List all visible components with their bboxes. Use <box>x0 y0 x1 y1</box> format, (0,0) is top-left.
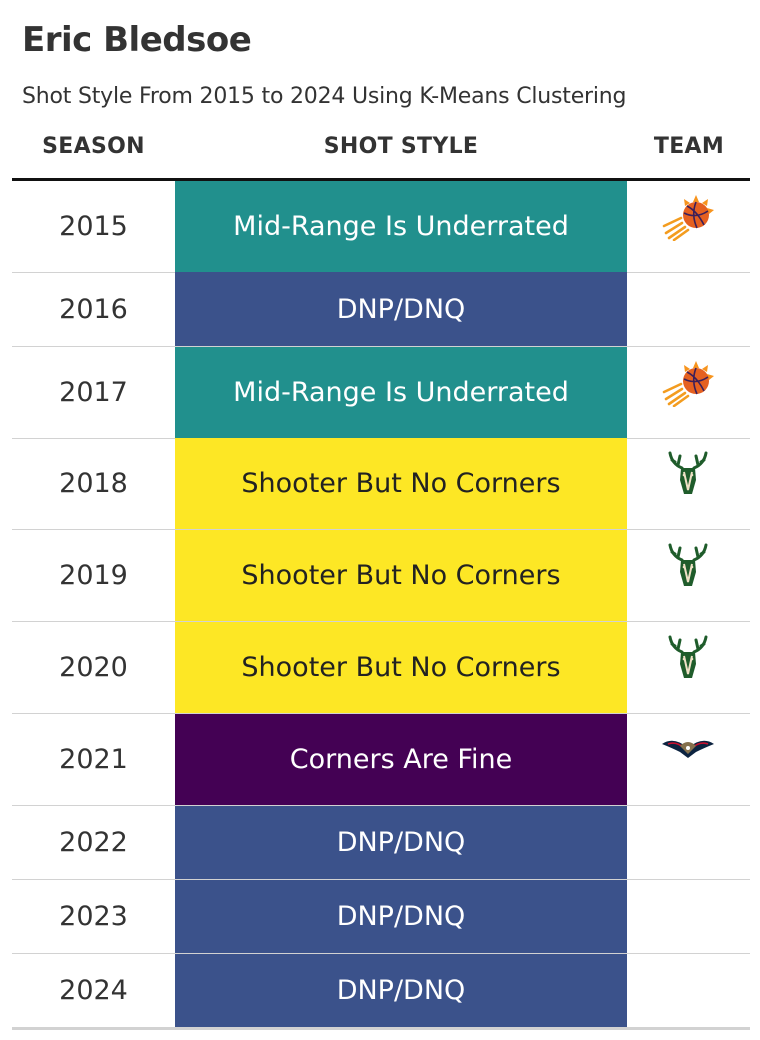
bucks-logo-icon <box>660 542 716 590</box>
table-row: 2024 DNP/DNQ <box>12 954 750 1030</box>
season-cell: 2016 <box>59 293 128 325</box>
season-cell: 2019 <box>59 560 128 591</box>
shot-style-cell: DNP/DNQ <box>175 880 627 953</box>
season-cell: 2020 <box>59 652 128 683</box>
header-rule <box>12 178 750 181</box>
bucks-logo-icon <box>660 450 716 498</box>
pelicans-logo-icon <box>660 726 716 774</box>
season-cell: 2015 <box>59 211 128 242</box>
page-title: Eric Bledsoe <box>22 20 252 60</box>
shot-style-cell: DNP/DNQ <box>175 954 627 1027</box>
table-row: 2015 Mid-Range Is Underrated <box>12 181 750 273</box>
column-header-season: SEASON <box>42 134 145 159</box>
season-cell: 2024 <box>59 975 128 1006</box>
table-row: 2017 Mid-Range Is Underrated <box>12 347 750 439</box>
bucks-logo-icon <box>660 634 716 682</box>
season-cell: 2023 <box>59 901 128 932</box>
table-row: 2021 Corners Are Fine <box>12 714 750 806</box>
shot-style-cell: DNP/DNQ <box>175 806 627 879</box>
season-cell: 2021 <box>59 744 128 775</box>
table-row: 2016 DNP/DNQ <box>12 272 750 347</box>
season-cell: 2017 <box>59 377 128 408</box>
table-row: 2022 DNP/DNQ <box>12 806 750 880</box>
season-cell: 2022 <box>59 827 128 858</box>
shot-style-cell: Mid-Range Is Underrated <box>175 181 627 272</box>
suns-logo-icon <box>660 359 716 407</box>
suns-logo-icon <box>660 193 716 241</box>
page-subtitle: Shot Style From 2015 to 2024 Using K-Mea… <box>22 84 627 109</box>
shot-style-cell: Shooter But No Corners <box>175 438 627 529</box>
shot-style-cell: DNP/DNQ <box>175 272 627 346</box>
column-header-shot-style: SHOT STYLE <box>323 134 479 159</box>
shot-style-cell: Corners Are Fine <box>175 714 627 805</box>
shot-style-cell: Mid-Range Is Underrated <box>175 347 627 438</box>
season-cell: 2018 <box>59 468 128 499</box>
table-row: 2019 Shooter But No Corners <box>12 530 750 622</box>
table-row: 2023 DNP/DNQ <box>12 880 750 954</box>
column-header-team: TEAM <box>653 134 725 159</box>
table-row: 2020 Shooter But No Corners <box>12 622 750 714</box>
shot-style-cell: Shooter But No Corners <box>175 530 627 621</box>
shot-style-cell: Shooter But No Corners <box>175 622 627 713</box>
table-row: 2018 Shooter But No Corners <box>12 438 750 530</box>
